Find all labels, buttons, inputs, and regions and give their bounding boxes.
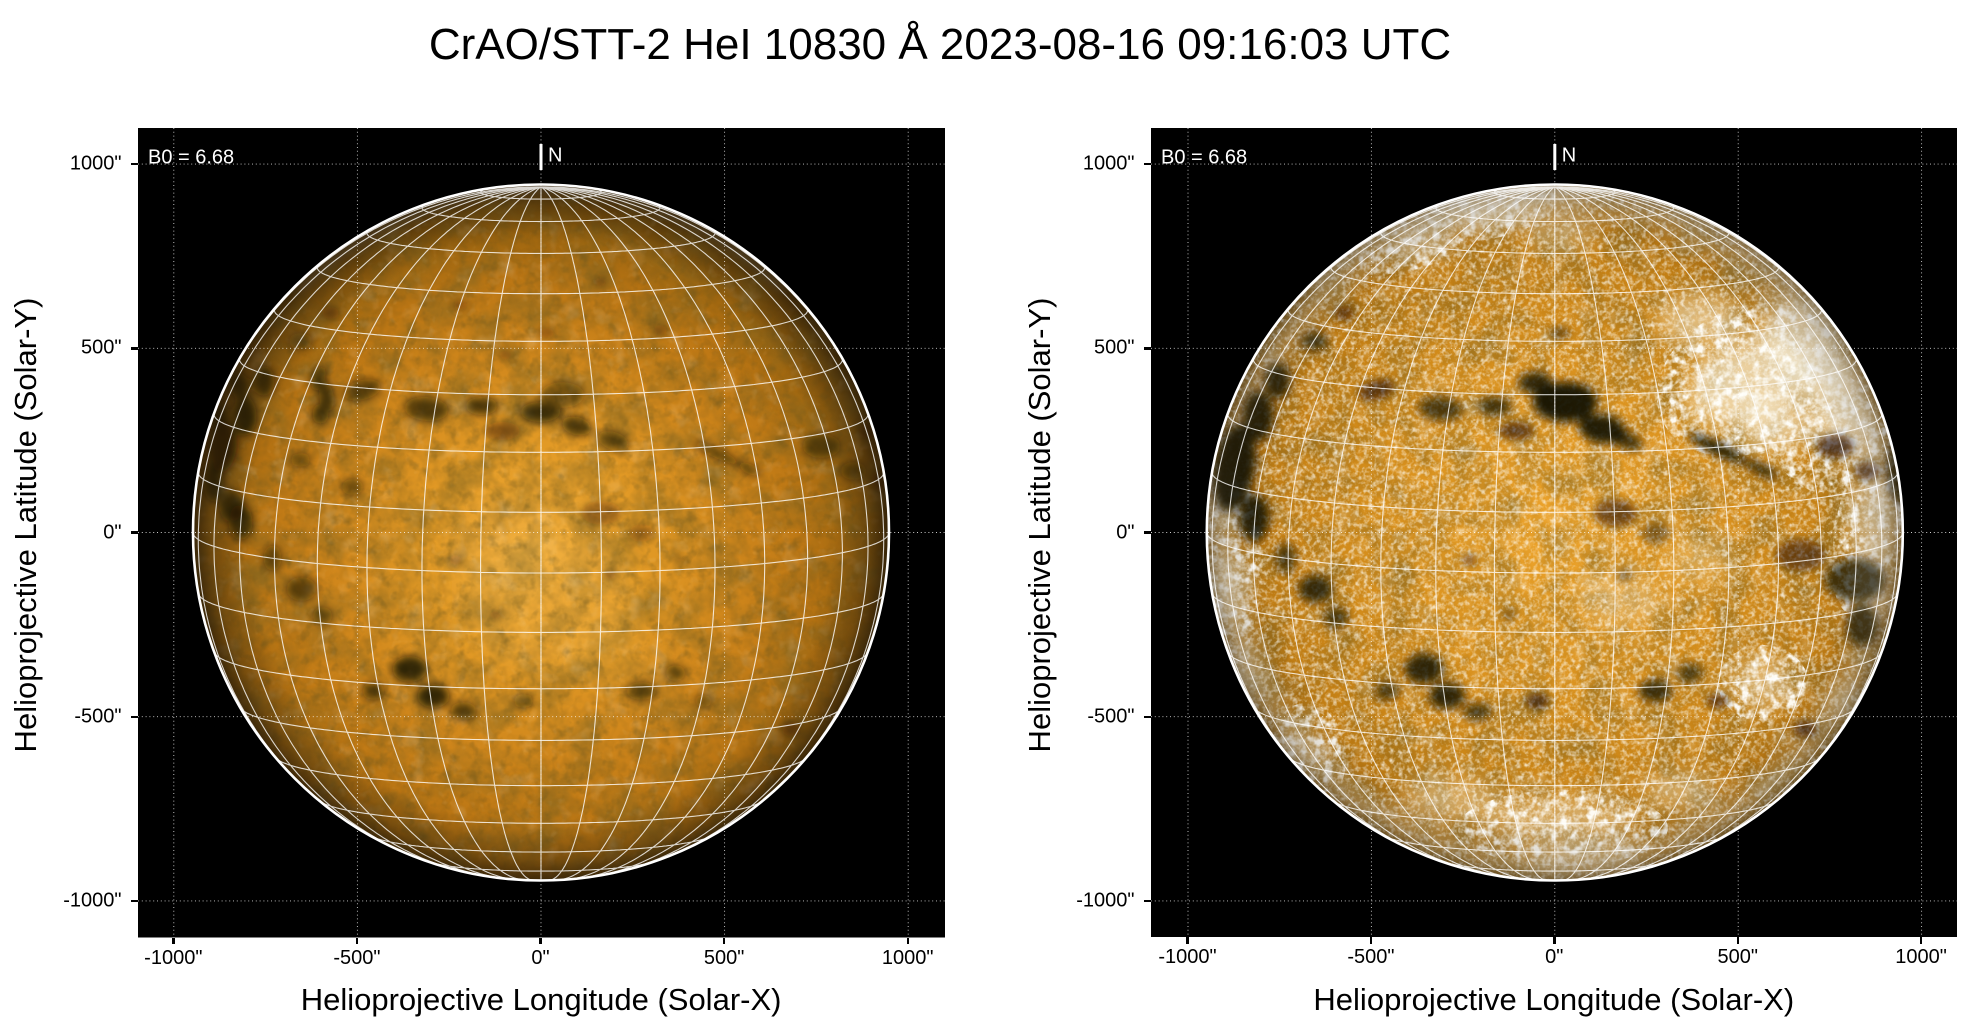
svg-text:N: N xyxy=(547,145,561,167)
svg-text:B0 = 6.68: B0 = 6.68 xyxy=(147,147,233,169)
svg-text:B0 = 6.68: B0 = 6.68 xyxy=(1161,147,1247,169)
svg-text:N: N xyxy=(1561,145,1575,167)
